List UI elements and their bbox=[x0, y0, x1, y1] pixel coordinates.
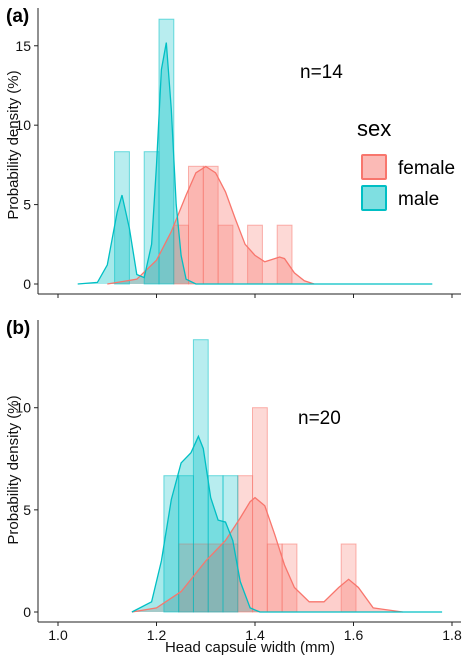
bar-female-6 bbox=[266, 543, 283, 613]
y-tick-label-b-1: 5 bbox=[23, 502, 31, 518]
panel-a-density-lines bbox=[77, 42, 433, 285]
panel-a-tag: (a) bbox=[6, 6, 29, 27]
legend-label-male: male bbox=[398, 189, 439, 210]
x-axis-title: Head capsule width (mm) bbox=[165, 639, 335, 656]
bar-female-2 bbox=[202, 165, 219, 285]
panel-a-fills bbox=[77, 42, 433, 284]
y-tick-label-b-2: 10 bbox=[15, 400, 31, 416]
panel-b-n-label: n=20 bbox=[298, 408, 341, 429]
panel-a-bars bbox=[114, 18, 293, 285]
x-tick-label-2: 1.4 bbox=[245, 627, 265, 643]
x-tick-label-4: 1.8 bbox=[442, 627, 462, 643]
bar-male-0 bbox=[114, 151, 130, 285]
y-tick-label-a-2: 10 bbox=[15, 117, 31, 133]
bar-male-4 bbox=[222, 475, 239, 613]
bar-male-0 bbox=[163, 475, 180, 613]
legend-swatch-female bbox=[361, 154, 387, 180]
bar-female-7 bbox=[281, 543, 298, 613]
panel-b-bars bbox=[163, 339, 357, 613]
x-tick-label-0: 1.0 bbox=[48, 627, 68, 643]
panel-b-axes: 0 5 10 1.0 1.2 1.4 1.6 1.8 bbox=[15, 320, 462, 643]
bar-male-2 bbox=[192, 339, 209, 613]
y-tick-label-a-1: 5 bbox=[23, 197, 31, 213]
bar-female-4 bbox=[237, 475, 254, 613]
panel-a-ylabel: Probability density (%) bbox=[5, 70, 22, 219]
bar-female-5 bbox=[252, 407, 268, 613]
bar-female-8 bbox=[340, 543, 357, 613]
panel-b-tag: (b) bbox=[6, 318, 30, 339]
legend-title: sex bbox=[357, 116, 391, 141]
legend-label-female: female bbox=[398, 158, 455, 179]
density-line-male bbox=[131, 434, 443, 613]
panel-b: (b) Probability density (%) 0 5 10 1.0 1.2 1.… bbox=[5, 318, 462, 643]
bar-male-2 bbox=[158, 18, 175, 285]
density-fill-female bbox=[107, 166, 315, 284]
density-line-female bbox=[107, 165, 315, 285]
legend-swatch-male bbox=[361, 185, 387, 211]
density-line-female bbox=[131, 496, 403, 613]
y-tick-label-b-0: 0 bbox=[23, 604, 31, 620]
panel-a-axes: 0 5 10 15 bbox=[15, 8, 461, 298]
panel-a: (a) Probability density (%) 0 5 10 15 n=14 bbox=[5, 6, 461, 298]
density-fill-male bbox=[77, 42, 433, 284]
density-line-male bbox=[77, 42, 433, 285]
panel-b-density-lines bbox=[131, 434, 443, 613]
x-tick-label-1: 1.2 bbox=[147, 627, 167, 643]
panel-b-ylabel: Probability density (%) bbox=[5, 395, 22, 544]
density-fill-male bbox=[131, 436, 443, 612]
y-tick-label-a-3: 15 bbox=[15, 38, 31, 54]
y-tick-label-a-0: 0 bbox=[23, 276, 31, 292]
panel-a-n-label: n=14 bbox=[300, 62, 343, 83]
x-tick-label-3: 1.6 bbox=[344, 627, 364, 643]
bar-female-5 bbox=[276, 224, 293, 285]
bar-female-3 bbox=[217, 224, 234, 285]
legend: sex female male bbox=[357, 116, 455, 211]
